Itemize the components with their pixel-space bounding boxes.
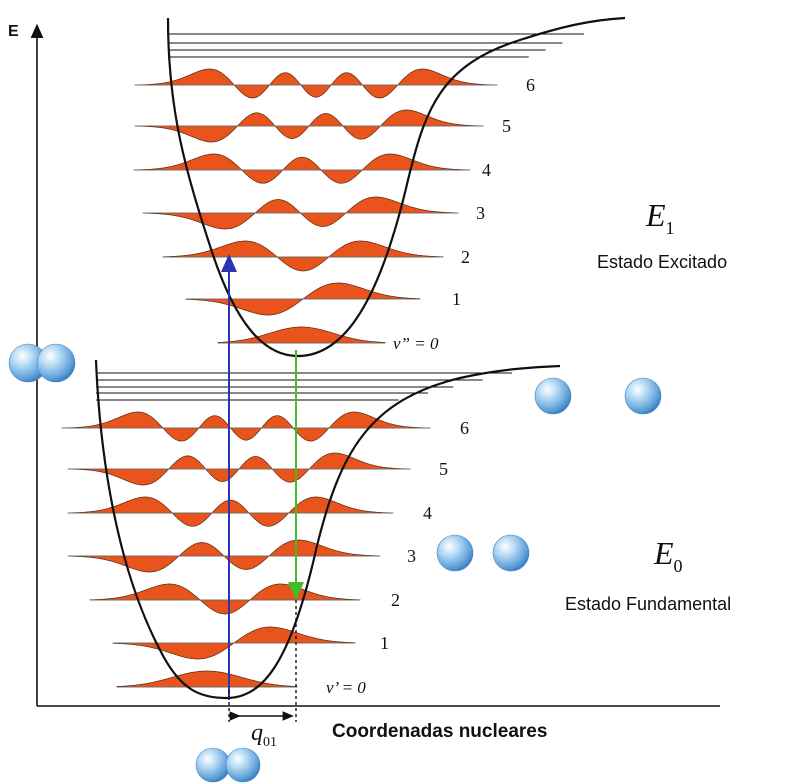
wavefunction bbox=[134, 68, 498, 99]
wavefunction bbox=[133, 153, 471, 184]
vibrational-level-label: v” = 0 bbox=[393, 334, 439, 353]
vibrational-level-label: 3 bbox=[476, 203, 485, 223]
potential-curve bbox=[94, 359, 561, 700]
wavefunction bbox=[116, 670, 298, 688]
dissociated-atoms-upper-icon bbox=[534, 377, 662, 415]
displacement-label: q01 bbox=[251, 720, 277, 750]
vibrational-level-label: 5 bbox=[502, 116, 511, 136]
vibrational-level-label: 1 bbox=[380, 633, 389, 653]
vibrational-level-label: 6 bbox=[526, 75, 535, 95]
vibrational-level-label: 2 bbox=[391, 590, 400, 610]
potential-curve bbox=[166, 16, 626, 358]
ground-state-name: Estado Fundamental bbox=[565, 594, 731, 614]
y-axis-label: E bbox=[8, 23, 19, 40]
vibrational-level-label: v’ = 0 bbox=[326, 678, 366, 697]
vibrational-level-label: 4 bbox=[482, 160, 491, 180]
vibrational-level-label: 1 bbox=[452, 289, 461, 309]
wavefunction bbox=[67, 496, 394, 527]
excited-state-symbol: E1 bbox=[645, 197, 675, 238]
wavefunction bbox=[162, 240, 444, 272]
dissociated-atoms-lower-icon bbox=[436, 534, 530, 572]
wavefunction bbox=[89, 583, 361, 615]
vibrational-level-label: 3 bbox=[407, 546, 416, 566]
x-axis-label: Coordenadas nucleares bbox=[332, 721, 547, 742]
wavefunction bbox=[61, 411, 431, 442]
vibrational-level-label: 2 bbox=[461, 247, 470, 267]
ground-state-well: v’ = 0 1 2 3 4 5 6 bbox=[61, 359, 561, 700]
excited-state-name: Estado Excitado bbox=[597, 252, 727, 272]
wavefunction bbox=[217, 326, 386, 344]
vibrational-level-label: 4 bbox=[423, 503, 432, 523]
excited-state-well: v” = 0 1 2 3 4 5 6 bbox=[133, 16, 626, 358]
vibrational-level-label: 6 bbox=[460, 418, 469, 438]
ground-state-symbol: E0 bbox=[653, 535, 683, 576]
molecule-left-icon bbox=[8, 343, 76, 383]
molecule-bottom-icon bbox=[195, 747, 261, 783]
vibrational-level-label: 5 bbox=[439, 459, 448, 479]
